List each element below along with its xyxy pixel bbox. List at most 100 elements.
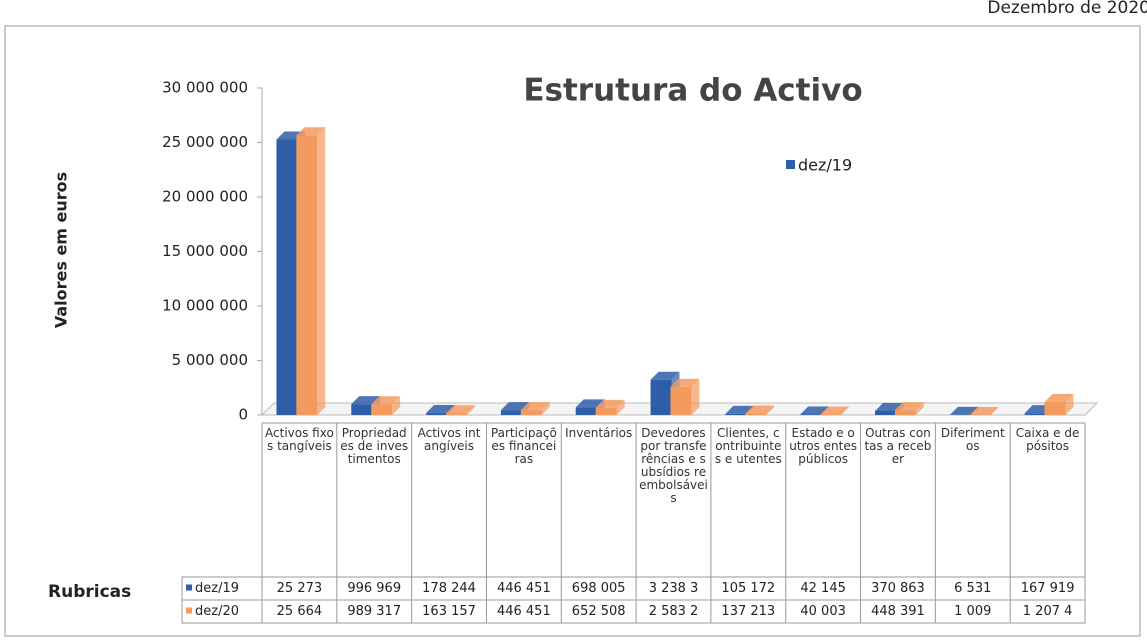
- category-cell: Activos fixos tangíveis: [265, 427, 334, 453]
- bar: [276, 139, 298, 416]
- bar-top: [520, 402, 550, 411]
- category-cell: Clientes, contribuintes e utentes: [714, 427, 782, 466]
- bar-top: [575, 399, 605, 408]
- bar-side: [915, 402, 924, 415]
- bar: [351, 404, 373, 415]
- x-tick-label: Activos intangíveis: [417, 427, 481, 453]
- bar-top: [820, 406, 850, 415]
- bar-top: [670, 378, 700, 387]
- category-cell: Inventários: [565, 427, 633, 440]
- data-label: 1 207 4: [1023, 604, 1073, 619]
- y-tick-label: 30 000 000: [162, 79, 248, 97]
- x-tick-label: Caixa e depósitos: [1015, 427, 1080, 453]
- data-label: 42 145: [800, 581, 846, 596]
- bar: [500, 410, 522, 415]
- x-tick-label: Propriedades de investimentos: [340, 427, 409, 466]
- category-cell: Activos intangíveis: [417, 427, 481, 453]
- bar-top: [969, 406, 999, 415]
- bar: [575, 407, 597, 415]
- bar: [875, 410, 896, 415]
- bar-top: [296, 127, 326, 136]
- legend-swatch: [786, 160, 795, 169]
- data-label: 652 508: [572, 604, 626, 619]
- category-cell: Diferimentos: [941, 427, 1005, 453]
- bar-top: [650, 371, 680, 380]
- bar-top: [445, 405, 475, 414]
- x-tick-label: Participações financeiras: [490, 427, 557, 466]
- bar-top: [500, 402, 530, 411]
- bar-side: [691, 378, 700, 415]
- bar-side: [541, 402, 550, 415]
- bar: [445, 413, 467, 415]
- bar: [1024, 413, 1046, 415]
- data-label: 448 391: [871, 604, 925, 619]
- data-label: 6 531: [954, 581, 991, 596]
- data-label: 446 451: [497, 604, 551, 619]
- x-tick-label: Clientes, contribuintes e utentes: [714, 427, 782, 466]
- x-tick-label: Inventários: [565, 427, 633, 440]
- data-label: 1 009: [954, 604, 991, 619]
- bar-side: [317, 127, 326, 416]
- bar: [725, 413, 747, 415]
- bar: [650, 379, 672, 415]
- chart-title: Estrutura do Activo: [523, 73, 862, 109]
- bar-top: [351, 396, 381, 405]
- bar: [595, 407, 617, 415]
- bar: [670, 386, 692, 415]
- y-tick-label: 0: [238, 406, 248, 424]
- bar-top: [949, 406, 979, 415]
- category-cell: Outras contas a receber: [864, 427, 932, 466]
- y-axis-title: Valores em euros: [52, 172, 71, 328]
- y-tick-label: 20 000 000: [162, 188, 248, 206]
- bar-side: [392, 396, 401, 415]
- data-label: 996 969: [347, 581, 401, 596]
- x-tick-label: Activos fixos tangíveis: [265, 427, 334, 453]
- y-tick-label: 15 000 000: [162, 242, 248, 260]
- bar: [1044, 401, 1066, 415]
- bar-top: [894, 402, 924, 411]
- data-label: 25 664: [277, 604, 323, 619]
- bar: [745, 413, 767, 415]
- data-label: 2 583 2: [649, 604, 699, 619]
- bar-side: [766, 405, 775, 415]
- page-header: Dezembro de 2020: [987, 0, 1147, 18]
- bar-top: [426, 405, 456, 414]
- data-label: 3 238 3: [649, 581, 699, 596]
- data-label: 105 172: [721, 581, 775, 596]
- category-cell: Estado e outros entes públicos: [789, 427, 857, 466]
- data-label: 163 157: [422, 604, 476, 619]
- y-tick-label: 10 000 000: [162, 297, 248, 315]
- category-cell: Caixa e depósitos: [1015, 427, 1080, 453]
- bar-top: [371, 396, 401, 405]
- table-label: Rubricas: [48, 582, 131, 602]
- bar: [296, 135, 318, 416]
- y-tick-label: 25 000 000: [162, 133, 248, 151]
- bar-top: [800, 406, 830, 415]
- data-label: 178 244: [422, 581, 476, 596]
- data-label: 446 451: [497, 581, 551, 596]
- bar-top: [1044, 393, 1074, 402]
- y-tick-label: 5 000 000: [172, 351, 248, 369]
- category-cell: Devedores por transferências e subsídios…: [639, 427, 708, 505]
- bar: [894, 410, 916, 415]
- bar-side: [990, 406, 999, 415]
- bar-side: [1065, 393, 1074, 415]
- category-cell: Propriedades de investimentos: [340, 427, 409, 466]
- x-tick-label: Devedores por transferências e subsídios…: [639, 427, 708, 505]
- data-label: 167 919: [1021, 581, 1075, 596]
- bar: [520, 410, 542, 415]
- bar-side: [841, 406, 850, 415]
- bar: [371, 404, 393, 415]
- legend-swatch: [186, 584, 192, 591]
- category-cell: Participações financeiras: [490, 427, 557, 466]
- data-label: 370 863: [871, 581, 925, 596]
- data-label: 989 317: [347, 604, 401, 619]
- x-tick-label: Outras contas a receber: [864, 427, 932, 466]
- row-label: dez/19: [195, 581, 239, 596]
- data-label: 698 005: [572, 581, 626, 596]
- data-label: 137 213: [721, 604, 775, 619]
- row-label: dez/20: [195, 604, 239, 619]
- frame: [4, 25, 1141, 637]
